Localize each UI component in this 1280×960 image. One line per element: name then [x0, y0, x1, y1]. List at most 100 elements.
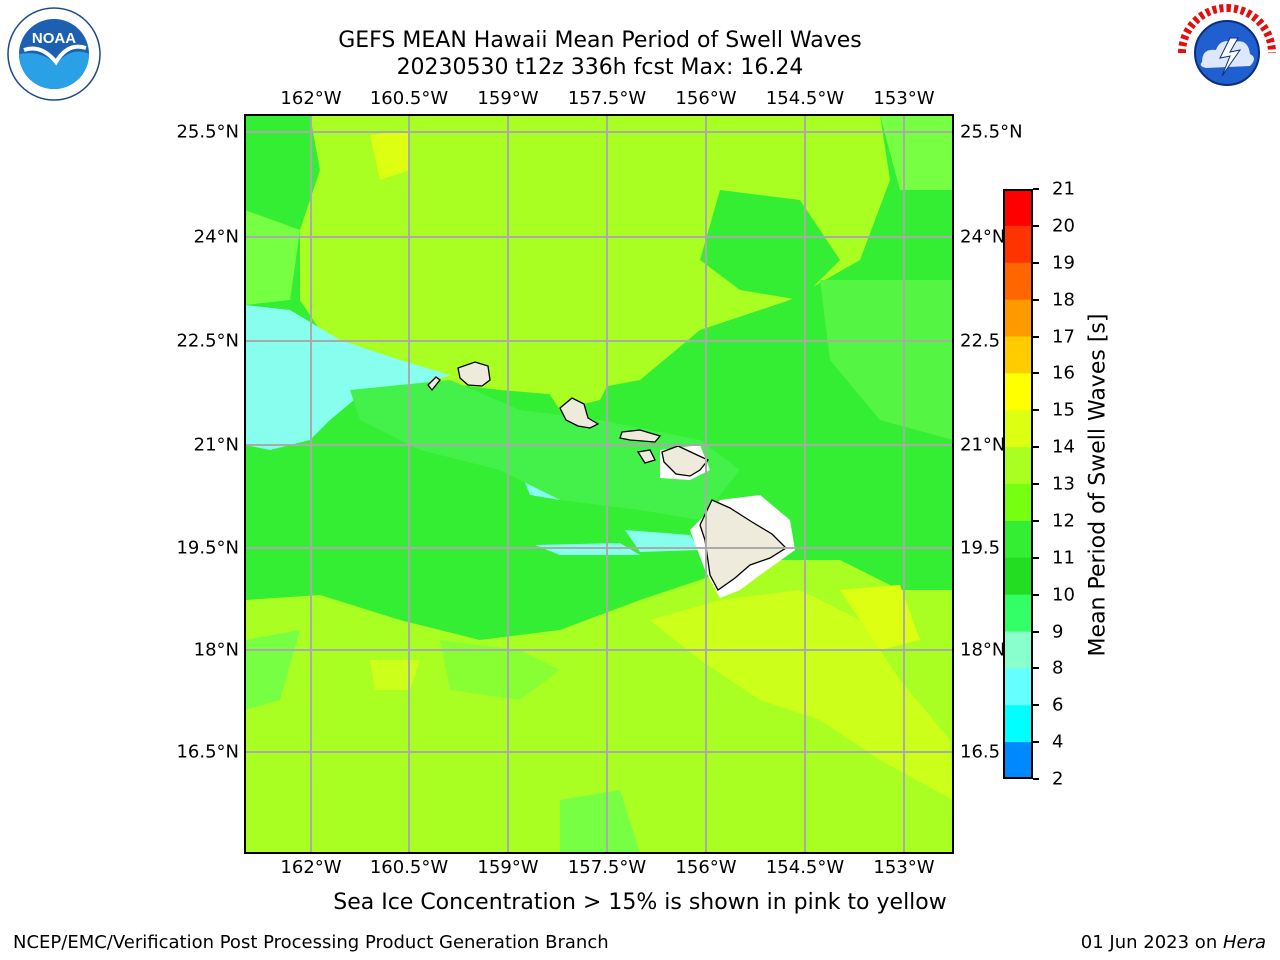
lat-tick: 25.5°N [176, 121, 239, 143]
colorbar-tick-mark [1033, 778, 1039, 780]
colorbar-tick-mark [1033, 519, 1039, 522]
lat-tick: 22.5 [960, 330, 1001, 352]
lat-tick: 19.5 [960, 537, 1001, 559]
colorbar-swatch [1003, 447, 1033, 485]
credit-text: NCEP/EMC/Verification Post Processing Pr… [13, 932, 609, 953]
molokai-island [619, 429, 662, 443]
lanai-island [636, 449, 656, 464]
colorbar-tick-label: 4 [1052, 731, 1064, 753]
map-title: GEFS MEAN Hawaii Mean Period of Swell Wa… [338, 28, 862, 53]
noaa-logo-text: NOAA [32, 30, 76, 47]
colorbar-tick-label: 6 [1052, 694, 1064, 716]
colorbar-tick-mark [1033, 409, 1039, 412]
colorbar-swatch [1003, 668, 1033, 706]
swell-period-field [245, 115, 953, 853]
lon-tick: 159°W [477, 88, 539, 109]
colorbar-tick-label: 21 [1052, 178, 1075, 200]
colorbar-swatch [1003, 225, 1033, 264]
lat-tick: 21°N [960, 434, 1006, 456]
lon-tick: 154.5°W [765, 857, 845, 878]
lon-tick: 153°W [873, 88, 935, 109]
lat-tick: 24°N [960, 226, 1006, 248]
colorbar-swatch [1003, 557, 1033, 596]
colorbar-tick-label: 11 [1052, 547, 1075, 569]
noaa-logo: NOAA [7, 7, 101, 101]
colorbar-swatch [1003, 373, 1033, 411]
colorbar-tick-label: 14 [1052, 436, 1075, 458]
lat-tick: 16.5°N [176, 741, 239, 763]
date-text: 01 Jun 2023 on Hera [1081, 932, 1266, 953]
colorbar-tick-mark [1033, 593, 1039, 596]
colorbar-tick-label: 12 [1052, 510, 1075, 532]
colorbar-tick-label: 10 [1052, 584, 1075, 606]
colorbar-tick-mark [1033, 741, 1039, 744]
colorbar-tick-label: 9 [1052, 621, 1064, 642]
colorbar-tick-mark [1033, 556, 1039, 559]
lat-tick: 25.5°N [960, 121, 1023, 143]
colorbar-swatch [1003, 705, 1033, 743]
lon-tick: 157.5°W [567, 88, 647, 109]
lat-tick: 21°N [193, 434, 239, 456]
lon-tick: 162°W [280, 88, 342, 109]
colorbar-tick-mark [1033, 188, 1039, 190]
colorbar-tick-label: 17 [1052, 326, 1075, 347]
colorbar-swatch [1003, 484, 1033, 522]
colorbar-tick-mark [1033, 667, 1039, 670]
colorbar-frame [1003, 189, 1033, 779]
colorbar-swatch [1003, 262, 1033, 301]
sea-ice-note: Sea Ice Concentration > 15% is shown in … [333, 890, 947, 915]
lon-tick: 156°W [675, 88, 737, 109]
colorbar-tick-mark [1033, 704, 1039, 707]
colorbar-tick-mark [1033, 446, 1039, 449]
colorbar-tick-mark [1033, 224, 1039, 227]
lat-tick: 19.5°N [176, 537, 239, 559]
lon-tick: 159°W [477, 857, 539, 878]
colorbar-swatch [1003, 594, 1033, 632]
lon-tick: 160.5°W [369, 857, 449, 878]
colorbar-tick-label: 2 [1052, 768, 1064, 790]
colorbar-label: Mean Period of Swell Waves [s] [1085, 313, 1111, 657]
oahu-island [559, 397, 600, 429]
lon-tick: 157.5°W [567, 857, 647, 878]
lon-tick: 154.5°W [765, 88, 845, 109]
colorbar-tick-label: 8 [1052, 657, 1064, 679]
colorbar-tick-mark [1033, 298, 1039, 301]
graticule [245, 115, 953, 853]
colorbar-swatch [1003, 742, 1033, 779]
colorbar-tick-mark [1033, 261, 1039, 264]
colorbar-tick-mark [1033, 372, 1039, 375]
colorbar-swatch [1003, 189, 1033, 227]
lat-tick: 24°N [193, 226, 239, 248]
lon-tick: 156°W [675, 857, 737, 878]
colorbar-tick-label: 20 [1052, 215, 1075, 237]
niihau-island [427, 376, 441, 392]
lon-tick: 160.5°W [369, 88, 449, 109]
colorbar-swatch [1003, 336, 1033, 374]
colorbar-tick-label: 18 [1052, 289, 1075, 311]
date-label: 01 Jun 2023 on [1080, 932, 1223, 953]
map-frame [244, 114, 954, 854]
colorbar-tick-mark [1033, 335, 1039, 338]
colorbar-tick-mark [1033, 483, 1039, 485]
lon-tick: 162°W [280, 857, 342, 878]
maui-island [661, 445, 710, 477]
colorbar-tick-label: 13 [1052, 473, 1075, 495]
nws-logo [1178, 4, 1276, 100]
colorbar [1003, 189, 1033, 779]
colorbar-tick-label: 15 [1052, 399, 1075, 421]
colorbar-swatch [1003, 520, 1033, 559]
lat-tick: 18°N [960, 639, 1006, 661]
colorbar-tick-mark [1033, 630, 1039, 633]
colorbar-swatch [1003, 631, 1033, 669]
colorbar-tick-label: 19 [1052, 252, 1075, 274]
colorbar-swatch [1003, 410, 1033, 448]
map-subtitle: 20230530 t12z 336h fcst Max: 16.24 [396, 55, 804, 80]
lon-tick: 153°W [873, 857, 935, 878]
lat-tick: 18°N [193, 639, 239, 661]
colorbar-tick-label: 16 [1052, 362, 1075, 384]
host-name: Hera [1222, 932, 1266, 953]
lat-tick: 16.5 [960, 741, 1001, 763]
colorbar-swatches [1003, 189, 1033, 779]
lat-tick: 22.5°N [176, 330, 239, 352]
